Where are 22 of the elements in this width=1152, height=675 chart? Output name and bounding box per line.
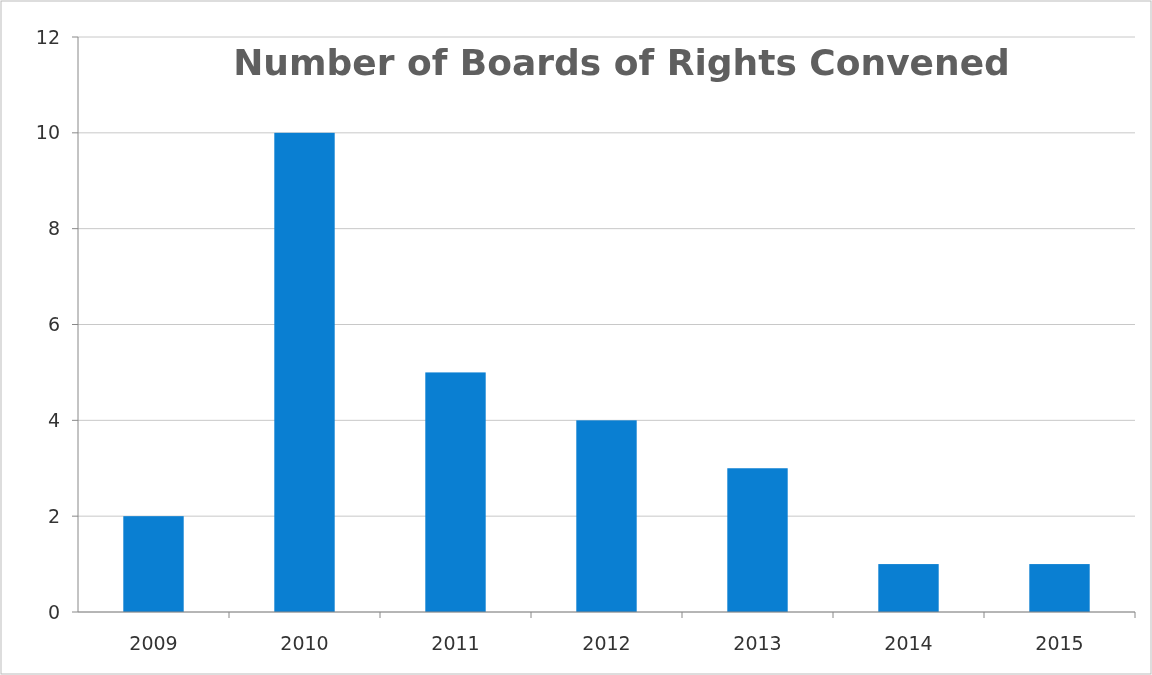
y-tick-label: 12: [35, 25, 60, 48]
y-tick-label: 10: [35, 121, 60, 144]
x-tick-label: 2010: [280, 632, 329, 654]
y-tick-label: 2: [47, 504, 60, 527]
y-tick-label: 8: [47, 217, 60, 240]
bar: [274, 132, 335, 612]
y-tick-label: 4: [47, 408, 60, 431]
x-tick-label: 2012: [582, 632, 631, 654]
bar: [878, 564, 939, 612]
bar: [425, 372, 486, 612]
x-tick-label: 2011: [431, 632, 480, 654]
x-tick-label: 2014: [884, 632, 933, 654]
bar: [1029, 564, 1090, 612]
chart-title: Number of Boards of Rights Convened: [233, 42, 1010, 83]
y-tick-label: 6: [47, 313, 60, 336]
bar: [123, 516, 184, 612]
x-tick-label: 2015: [1035, 632, 1084, 654]
x-tick-label: 2009: [129, 632, 178, 654]
x-tick-label: 2013: [733, 632, 782, 654]
bar: [727, 468, 788, 612]
bar: [576, 420, 637, 612]
y-tick-label: 0: [47, 600, 60, 623]
